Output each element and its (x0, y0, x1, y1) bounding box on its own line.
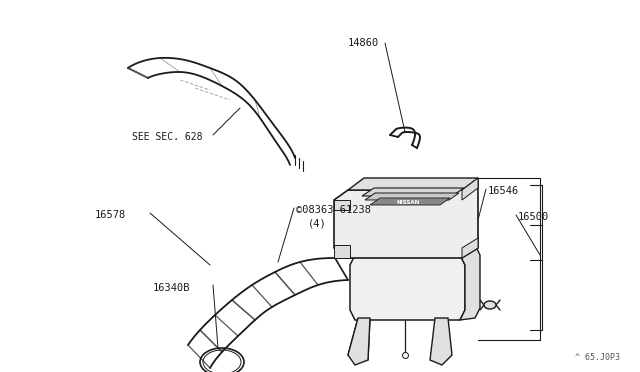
Polygon shape (334, 245, 350, 258)
Polygon shape (365, 193, 459, 200)
Text: 16500: 16500 (518, 212, 549, 222)
Polygon shape (355, 245, 475, 255)
Polygon shape (362, 188, 464, 196)
Text: (4): (4) (308, 219, 327, 229)
Text: SEE SEC. 628: SEE SEC. 628 (132, 132, 202, 142)
Polygon shape (460, 245, 480, 320)
Polygon shape (348, 178, 478, 190)
Text: NISSAN: NISSAN (396, 199, 420, 205)
Text: ^ 65.J0P3: ^ 65.J0P3 (575, 353, 620, 362)
Text: 16546: 16546 (488, 186, 519, 196)
Text: 14860: 14860 (348, 38, 380, 48)
Ellipse shape (484, 301, 496, 309)
Polygon shape (334, 200, 350, 210)
Polygon shape (370, 198, 450, 205)
Polygon shape (334, 178, 478, 258)
Text: 16578: 16578 (95, 210, 126, 220)
Polygon shape (462, 178, 478, 200)
Text: 16340B: 16340B (153, 283, 191, 293)
Polygon shape (348, 318, 370, 365)
Polygon shape (430, 318, 452, 365)
Polygon shape (462, 238, 478, 258)
Text: ©08363-61238: ©08363-61238 (296, 205, 371, 215)
Polygon shape (350, 255, 465, 320)
